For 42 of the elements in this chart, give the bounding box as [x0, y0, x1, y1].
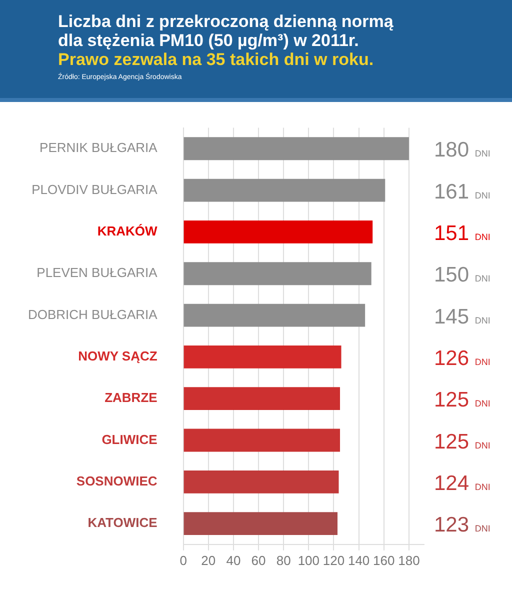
y-tick-label: PERNIK BUŁGARIA	[40, 140, 158, 156]
bar	[184, 387, 340, 410]
data-label: 124 DNI	[434, 472, 490, 495]
data-label: 150 DNI	[434, 264, 490, 287]
bar	[184, 178, 386, 202]
data-label: 145 DNI	[434, 305, 490, 328]
x-tick-label: 40	[226, 552, 241, 568]
bar	[184, 512, 338, 536]
bar	[184, 470, 339, 494]
x-tick-label: 160	[373, 552, 395, 568]
data-label: 126 DNI	[434, 346, 490, 370]
bar	[184, 428, 340, 452]
x-tick-label: 0	[180, 552, 187, 568]
y-tick-label: PLOVDIV BUŁGARIA	[32, 182, 158, 197]
bar	[184, 262, 372, 286]
y-tick-label: ZABRZE	[104, 390, 158, 406]
data-label: 180 DNI	[434, 138, 490, 162]
data-label: 151 DNI	[434, 222, 490, 245]
data-label: 161 DNI	[434, 180, 490, 204]
x-tick-label: 80	[276, 552, 291, 568]
x-tick-label: 20	[201, 552, 216, 568]
bar	[184, 304, 366, 327]
y-tick-label: KATOWICE	[88, 515, 158, 530]
x-tick-label: 120	[322, 552, 345, 568]
data-label: 125 DNI	[434, 388, 490, 412]
bar	[184, 345, 342, 368]
y-tick-label: GLIWICE	[102, 432, 158, 447]
y-tick-label: PLEVEN BUŁGARIA	[36, 265, 158, 280]
data-label: 125 DNI	[434, 430, 490, 454]
chart-title: Liczba dni z przekroczoną dzienną normą dla stężenia PM10 (50 µg/m³) w 2011r.	[58, 12, 394, 50]
x-tick-label: 140	[348, 552, 370, 568]
x-tick-label: 60	[251, 552, 266, 568]
x-tick-label: 100	[298, 552, 320, 568]
y-tick-label: NOWY SĄCZ	[78, 348, 158, 364]
bar	[184, 137, 409, 160]
bar	[184, 220, 373, 244]
chart-subtitle: Prawo zezwala na 35 takich dni w roku.	[58, 50, 375, 69]
data-label: 123 DNI	[434, 514, 490, 537]
y-tick-label: KRAKÓW	[97, 224, 158, 239]
y-tick-label: DOBRICH BUŁGARIA	[28, 306, 158, 322]
y-tick-label: SOSNOWIEC	[76, 473, 158, 488]
x-tick-label: 180	[398, 552, 420, 568]
